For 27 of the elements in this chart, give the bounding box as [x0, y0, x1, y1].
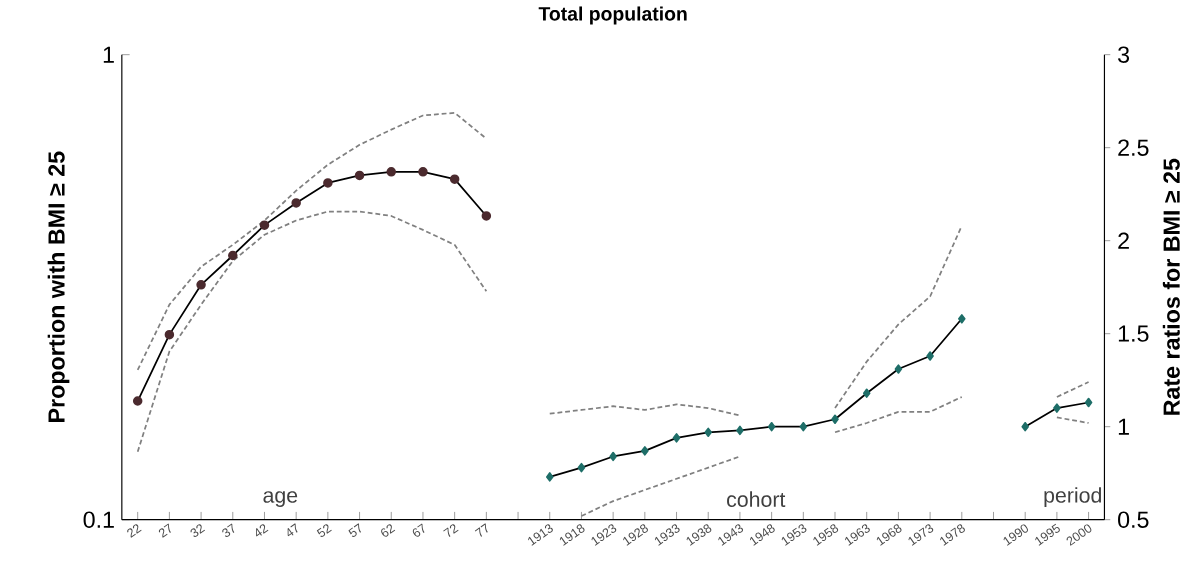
y-axis-title: Proportion with BMI ≥ 25 — [47, 151, 70, 422]
point — [354, 170, 365, 181]
point — [481, 211, 492, 221]
y2-tick-label: 2 — [1118, 232, 1129, 249]
point — [386, 166, 397, 177]
point — [418, 166, 428, 177]
point — [323, 177, 333, 188]
y2-tick-label: 3 — [1118, 46, 1130, 63]
y2-tick-label: 1 — [1118, 418, 1129, 435]
point — [164, 329, 175, 340]
line-series — [136, 111, 488, 371]
point — [449, 174, 460, 184]
y2-tick-label: 2.5 — [1118, 139, 1149, 156]
line-series — [136, 210, 488, 453]
annotation: period — [1044, 486, 1101, 507]
point — [291, 198, 301, 208]
point — [228, 250, 238, 261]
point — [196, 279, 206, 290]
y-tick-label: 0.1 — [83, 511, 114, 528]
point — [132, 396, 143, 406]
annotation: age — [263, 490, 298, 507]
y2-axis-title: Rate ratios for BMI ≥ 25 — [1162, 158, 1180, 415]
chart-title: Total population — [538, 6, 687, 25]
y2-tick-label: 1.5 — [1118, 325, 1149, 342]
point — [259, 220, 270, 230]
annotation: cohort — [727, 491, 786, 507]
y2-tick-label: 0.5 — [1118, 511, 1149, 528]
